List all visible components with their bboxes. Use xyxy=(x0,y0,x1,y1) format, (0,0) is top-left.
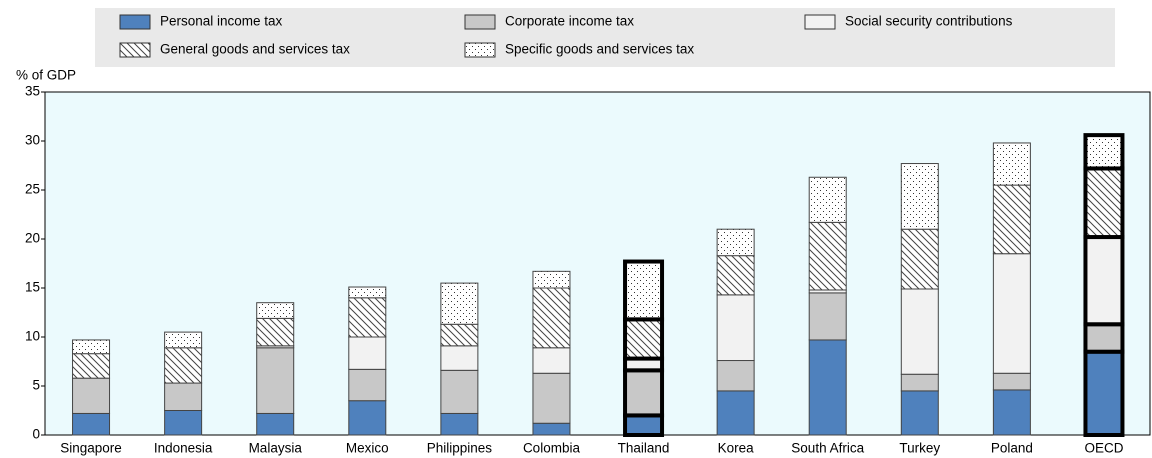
legend-label: Social security contributions xyxy=(845,14,1013,29)
legend-swatch xyxy=(464,14,496,30)
bar-segment xyxy=(256,302,295,319)
x-tick-label: Turkey xyxy=(899,441,940,456)
bar-segment xyxy=(900,228,939,290)
bar-segment xyxy=(164,347,203,384)
bar-segment xyxy=(900,288,939,375)
legend-swatch xyxy=(119,42,151,58)
x-tick-label: Thailand xyxy=(618,441,670,456)
bar-segment xyxy=(440,345,479,371)
x-tick-label: Singapore xyxy=(60,441,122,456)
bar-segment xyxy=(72,377,111,414)
y-tick-label: 0 xyxy=(32,427,40,442)
legend-swatch xyxy=(464,42,496,58)
y-tick-label: 20 xyxy=(25,231,40,246)
x-tick-label: Indonesia xyxy=(154,441,213,456)
x-tick-label: Korea xyxy=(718,441,755,456)
bar-segment xyxy=(256,412,295,436)
legend-swatch xyxy=(804,14,836,30)
bar-segment xyxy=(716,390,755,436)
x-tick-label: Mexico xyxy=(346,441,389,456)
bar-segment xyxy=(623,413,665,437)
bar-segment xyxy=(808,221,847,291)
x-tick-label: OECD xyxy=(1084,441,1123,456)
x-tick-label: Malaysia xyxy=(249,441,303,456)
y-tick-label: 25 xyxy=(25,182,40,197)
bar-segment xyxy=(992,253,1031,374)
bar-segment xyxy=(532,422,571,436)
bar-segment xyxy=(164,382,203,411)
bar-segment xyxy=(72,353,111,379)
bar-segment xyxy=(716,360,755,392)
bar-segment xyxy=(72,339,111,355)
legend-swatch xyxy=(119,14,151,30)
bar-segment xyxy=(716,294,755,362)
x-tick-label: Philippines xyxy=(427,441,493,456)
legend-label: Personal income tax xyxy=(160,14,283,29)
x-tick-label: South Africa xyxy=(791,441,864,456)
bar-segment xyxy=(992,389,1031,436)
bar-segment xyxy=(1083,235,1125,327)
bar-segment xyxy=(992,372,1031,391)
y-tick-label: 10 xyxy=(25,329,40,344)
y-tick-label: 15 xyxy=(25,280,40,295)
bar-segment xyxy=(900,163,939,230)
bar-segment xyxy=(623,259,665,322)
bar-segment xyxy=(440,282,479,325)
bar-segment xyxy=(164,331,203,349)
bar-segment xyxy=(532,270,571,289)
bar-segment xyxy=(256,347,295,414)
bar-segment xyxy=(623,368,665,418)
y-tick-label: 35 xyxy=(25,84,40,99)
bar-segment xyxy=(532,287,571,349)
bar-segment xyxy=(900,390,939,436)
bar-segment xyxy=(72,412,111,436)
bar-segment xyxy=(532,347,571,374)
bar-segment xyxy=(716,255,755,296)
bar-segment xyxy=(348,368,387,402)
bar-segment xyxy=(164,410,203,436)
bar-segment xyxy=(1083,322,1125,354)
bar-segment xyxy=(1083,349,1125,438)
bar-segment xyxy=(348,297,387,338)
bar-segment xyxy=(440,412,479,436)
bar-segment xyxy=(256,317,295,347)
bar-segment xyxy=(992,184,1031,255)
bar-segment xyxy=(440,323,479,347)
bar-segment xyxy=(716,228,755,257)
y-axis-label: % of GDP xyxy=(16,68,76,83)
x-tick-label: Poland xyxy=(991,441,1033,456)
bar-segment xyxy=(623,317,665,361)
legend-box xyxy=(95,8,1115,67)
x-tick-label: Colombia xyxy=(523,441,581,456)
bar-segment xyxy=(808,176,847,223)
legend-label: Specific goods and services tax xyxy=(505,42,694,57)
bar-segment xyxy=(440,369,479,414)
legend-label: General goods and services tax xyxy=(160,42,350,57)
bar-segment xyxy=(348,336,387,370)
y-tick-label: 5 xyxy=(32,378,40,393)
bar-segment xyxy=(1083,166,1125,240)
bar-segment xyxy=(532,372,571,424)
legend-label: Corporate income tax xyxy=(505,14,634,29)
bar-segment xyxy=(808,292,847,341)
bar-segment xyxy=(808,339,847,436)
bar-segment xyxy=(348,286,387,299)
plot-area xyxy=(44,91,1151,436)
bar-segment xyxy=(992,142,1031,186)
bar-segment xyxy=(348,400,387,436)
y-tick-label: 30 xyxy=(25,133,40,148)
bar-segment xyxy=(1083,133,1125,171)
bar-segment xyxy=(900,373,939,392)
